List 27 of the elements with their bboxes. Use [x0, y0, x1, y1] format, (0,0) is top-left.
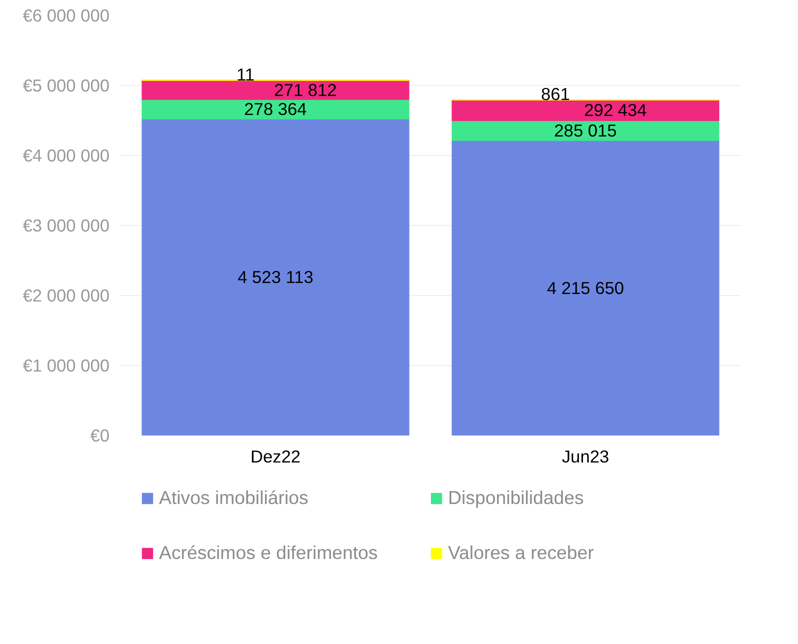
- y-tick-label: €1 000 000: [22, 356, 110, 376]
- bar: [452, 99, 720, 121]
- y-tick-label: €5 000 000: [22, 76, 110, 96]
- data-label: 285 015: [554, 120, 617, 140]
- legend-label: Acréscimos e diferimentos: [159, 542, 379, 564]
- bar: [142, 98, 410, 120]
- data-label: 4 523 113: [238, 267, 314, 288]
- data-label: 271 812: [274, 80, 337, 100]
- y-tick-label: €4 000 000: [22, 146, 110, 166]
- y-tick-label: €6 000 000: [22, 6, 110, 26]
- y-tick-label: €2 000 000: [22, 286, 110, 306]
- x-tick-label: Dez22: [250, 446, 301, 466]
- y-tick-label: €3 000 000: [22, 216, 110, 236]
- data-label: 861: [541, 84, 570, 104]
- data-label: 292 434: [584, 100, 648, 120]
- bar: [452, 120, 720, 141]
- data-label: 278 364: [244, 99, 308, 120]
- data-label: 4 215 650: [546, 278, 624, 298]
- bar: [452, 140, 720, 436]
- legend-label: Disponibilidades: [448, 487, 585, 509]
- legend-label: Ativos imobiliários: [159, 487, 310, 509]
- x-tick-label: Jun23: [562, 446, 610, 466]
- data-label: 11: [236, 64, 255, 84]
- legend-label: Valores a receber: [448, 542, 595, 564]
- bar: [142, 80, 410, 100]
- bar: [142, 118, 410, 436]
- y-tick-label: €0: [90, 426, 110, 446]
